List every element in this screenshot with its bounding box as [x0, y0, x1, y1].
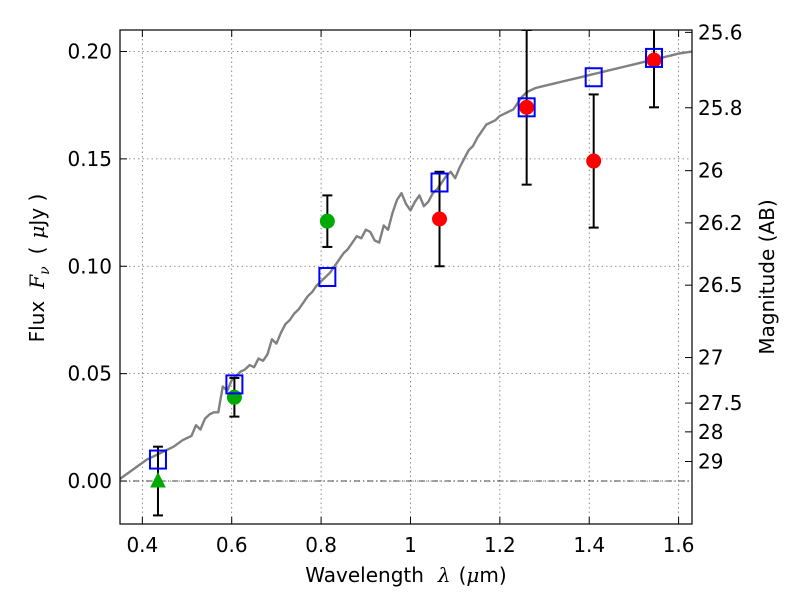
- model-photometry-marker: [148, 449, 167, 470]
- marker-layer: [148, 47, 664, 488]
- x-tick-label: 1.2: [484, 533, 516, 557]
- y2-tick-label: 25.6: [698, 20, 743, 44]
- tick-labels: 0.4 0.6 0.8 1 1.2 1.4 1.6 0.00 0.05 0.10 0.15 0.20 2…: [67, 20, 742, 557]
- y2-tick-label: 26: [698, 159, 723, 183]
- x-tick-label: 1: [404, 533, 417, 557]
- x-axis-title-unit-mu: μ: [466, 563, 479, 587]
- y-axis-title-f: F: [25, 274, 49, 290]
- model-photometry-marker: [318, 267, 337, 287]
- tick-marks: [120, 30, 692, 524]
- model-photometry-marker: [430, 172, 449, 193]
- y-tick-label: 0.00: [67, 469, 112, 493]
- y-axis-title-nu: ν: [37, 266, 53, 275]
- model-photometry-marker: [517, 97, 536, 118]
- y2-tick-label: 27.5: [698, 391, 743, 415]
- y2-tick-label: 27: [698, 346, 723, 370]
- x-tick-label: 0.4: [126, 533, 158, 557]
- model-spectrum-line: [120, 50, 692, 480]
- plot-area: [120, 30, 692, 524]
- model-photometry-marker: [225, 374, 244, 395]
- x-axis-title-text: Wavelength: [305, 563, 424, 587]
- y2-tick-label: 29: [698, 449, 723, 473]
- x-tick-label: 1.6: [663, 533, 695, 557]
- y2-tick-label: 28: [698, 420, 723, 444]
- spectrum-layer: [120, 50, 692, 480]
- y-axis-title-unit-open: (: [25, 247, 49, 255]
- x-tick-label: 1.4: [573, 533, 605, 557]
- x-tick-label: 0.8: [305, 533, 337, 557]
- y-axis-title: Flux Fν ( μJy ): [25, 194, 53, 343]
- upper-limit-marker: [150, 471, 166, 488]
- nir-data-point: [646, 52, 662, 68]
- optical-data-point: [226, 389, 242, 405]
- x-axis-title: Wavelength λ (μm): [305, 563, 506, 587]
- y2-tick-label: 26.2: [698, 211, 743, 235]
- y-tick-label: 0.10: [67, 254, 112, 278]
- y-tick-label: 0.15: [67, 147, 112, 171]
- y-axis-title-unit-close: Jy ): [25, 194, 49, 228]
- nir-data-point: [432, 211, 448, 227]
- y-axis-title-text: Flux: [25, 301, 49, 343]
- nir-data-point: [586, 153, 602, 169]
- model-photometry-marker: [645, 47, 664, 68]
- y2-axis-title: Magnitude (AB): [755, 199, 779, 354]
- x-axis-title-unit-close: m): [479, 563, 506, 587]
- y-tick-label: 0.20: [67, 39, 112, 63]
- model-photometry-marker: [584, 67, 603, 88]
- x-axis-title-lambda: λ: [437, 563, 451, 587]
- plot-frame: [119, 29, 693, 525]
- y2-tick-label: 25.8: [698, 96, 743, 120]
- y2-tick-label: 26.5: [698, 273, 743, 297]
- y-tick-label: 0.05: [67, 362, 112, 386]
- x-tick-label: 0.6: [216, 533, 248, 557]
- x-axis-title-unit-open: (: [459, 563, 467, 587]
- nir-data-point: [519, 99, 535, 115]
- y-axis-title-unit-mu: μ: [25, 226, 49, 239]
- optical-data-point: [319, 213, 335, 229]
